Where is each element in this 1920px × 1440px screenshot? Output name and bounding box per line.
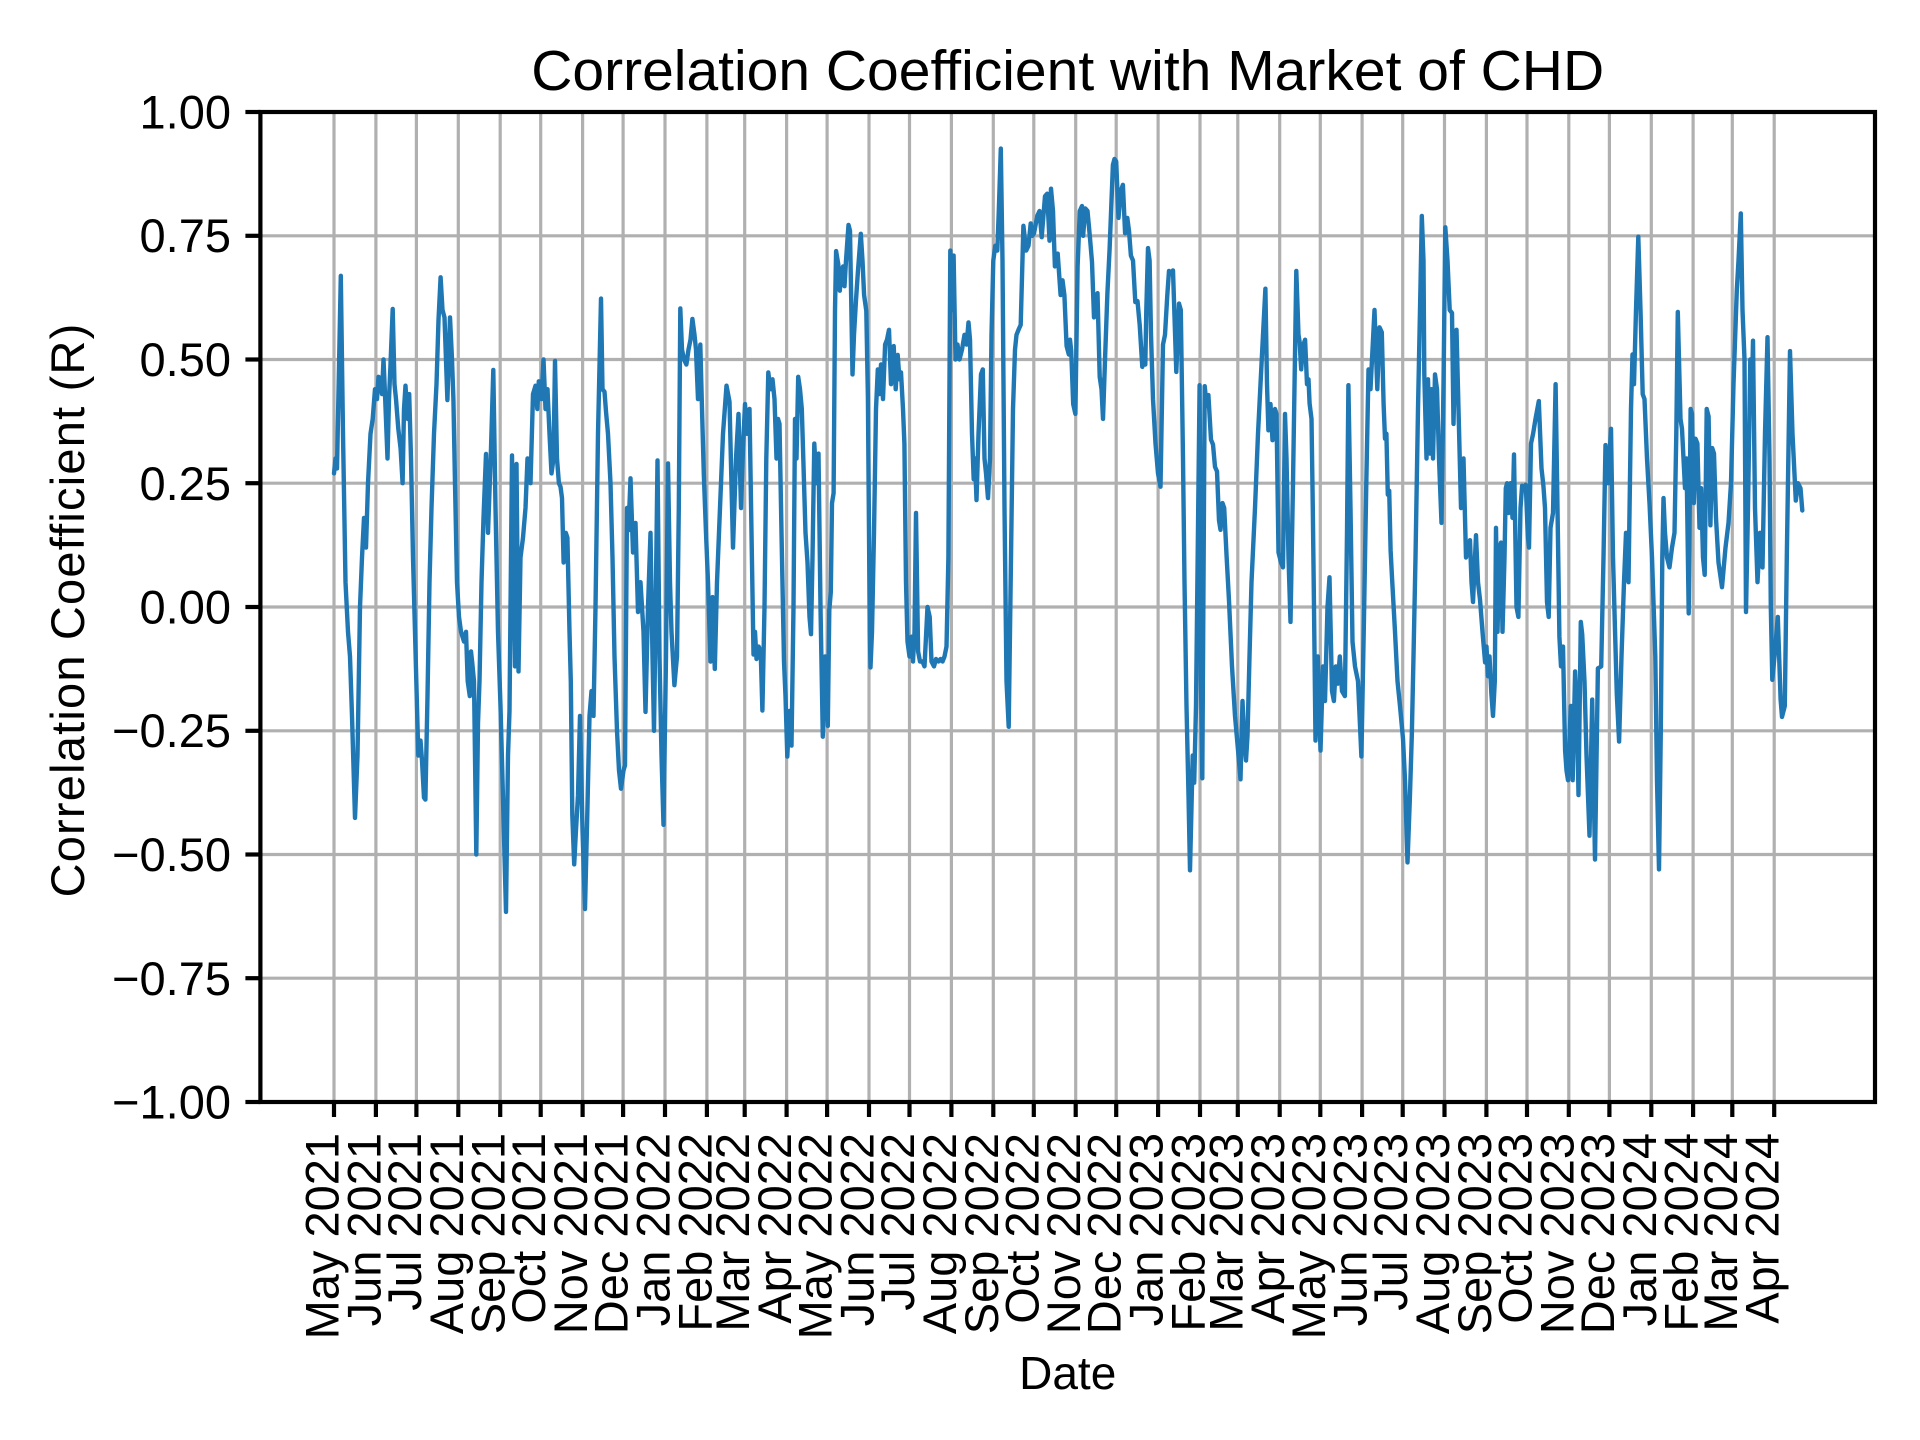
svg-text:Nov 2023: Nov 2023 <box>1530 1133 1583 1334</box>
svg-text:Aug 2023: Aug 2023 <box>1406 1133 1459 1334</box>
svg-text:0.25: 0.25 <box>140 457 231 510</box>
svg-text:−0.75: −0.75 <box>112 952 231 1005</box>
svg-text:Jan 2024: Jan 2024 <box>1613 1133 1666 1326</box>
svg-text:Oct 2023: Oct 2023 <box>1489 1133 1542 1324</box>
svg-text:Feb 2022: Feb 2022 <box>668 1133 721 1332</box>
svg-text:Jun 2023: Jun 2023 <box>1324 1133 1377 1326</box>
svg-text:−0.50: −0.50 <box>112 828 231 881</box>
svg-text:Mar 2024: Mar 2024 <box>1694 1133 1747 1332</box>
svg-text:Mar 2022: Mar 2022 <box>706 1133 759 1332</box>
svg-text:May 2021: May 2021 <box>296 1133 349 1339</box>
svg-text:Dec 2021: Dec 2021 <box>585 1133 638 1334</box>
svg-text:Apr 2024: Apr 2024 <box>1736 1133 1789 1324</box>
svg-text:0.00: 0.00 <box>140 581 231 634</box>
svg-text:Sep 2023: Sep 2023 <box>1448 1133 1501 1334</box>
svg-text:Jan 2023: Jan 2023 <box>1120 1133 1173 1326</box>
svg-text:Correlation Coefficient (R): Correlation Coefficient (R) <box>41 323 94 898</box>
svg-text:Dec 2023: Dec 2023 <box>1571 1133 1624 1334</box>
svg-text:Jul 2022: Jul 2022 <box>871 1133 924 1311</box>
svg-text:Date: Date <box>1019 1347 1116 1399</box>
svg-text:Aug 2022: Aug 2022 <box>913 1133 966 1334</box>
svg-text:0.75: 0.75 <box>140 209 231 262</box>
svg-text:Jan 2022: Jan 2022 <box>627 1133 680 1326</box>
svg-text:Sep 2021: Sep 2021 <box>462 1133 515 1334</box>
svg-text:1.00: 1.00 <box>140 86 231 139</box>
svg-text:Oct 2022: Oct 2022 <box>995 1133 1048 1324</box>
svg-text:Apr 2023: Apr 2023 <box>1241 1133 1294 1324</box>
svg-text:Jul 2021: Jul 2021 <box>378 1133 431 1311</box>
svg-text:−1.00: −1.00 <box>112 1076 231 1129</box>
svg-text:May 2022: May 2022 <box>789 1133 842 1339</box>
svg-text:May 2023: May 2023 <box>1282 1133 1335 1339</box>
svg-text:Aug 2021: Aug 2021 <box>420 1133 473 1334</box>
svg-text:Jun 2022: Jun 2022 <box>831 1133 884 1326</box>
svg-text:Oct 2021: Oct 2021 <box>502 1133 555 1324</box>
svg-text:Mar 2023: Mar 2023 <box>1199 1133 1252 1332</box>
svg-text:Sep 2022: Sep 2022 <box>955 1133 1008 1334</box>
svg-text:Dec 2022: Dec 2022 <box>1078 1133 1131 1334</box>
svg-text:Correlation Coefficient with M: Correlation Coefficient with Market of C… <box>531 39 1604 103</box>
svg-text:Nov 2022: Nov 2022 <box>1037 1133 1090 1334</box>
svg-text:0.50: 0.50 <box>140 333 231 386</box>
svg-text:Apr 2022: Apr 2022 <box>748 1133 801 1324</box>
svg-text:Jun 2021: Jun 2021 <box>337 1133 390 1326</box>
svg-text:Feb 2023: Feb 2023 <box>1162 1133 1215 1332</box>
svg-text:Jul 2023: Jul 2023 <box>1364 1133 1417 1311</box>
svg-text:Nov 2021: Nov 2021 <box>544 1133 597 1334</box>
svg-text:−0.25: −0.25 <box>112 704 231 757</box>
svg-text:Feb 2024: Feb 2024 <box>1655 1133 1708 1332</box>
